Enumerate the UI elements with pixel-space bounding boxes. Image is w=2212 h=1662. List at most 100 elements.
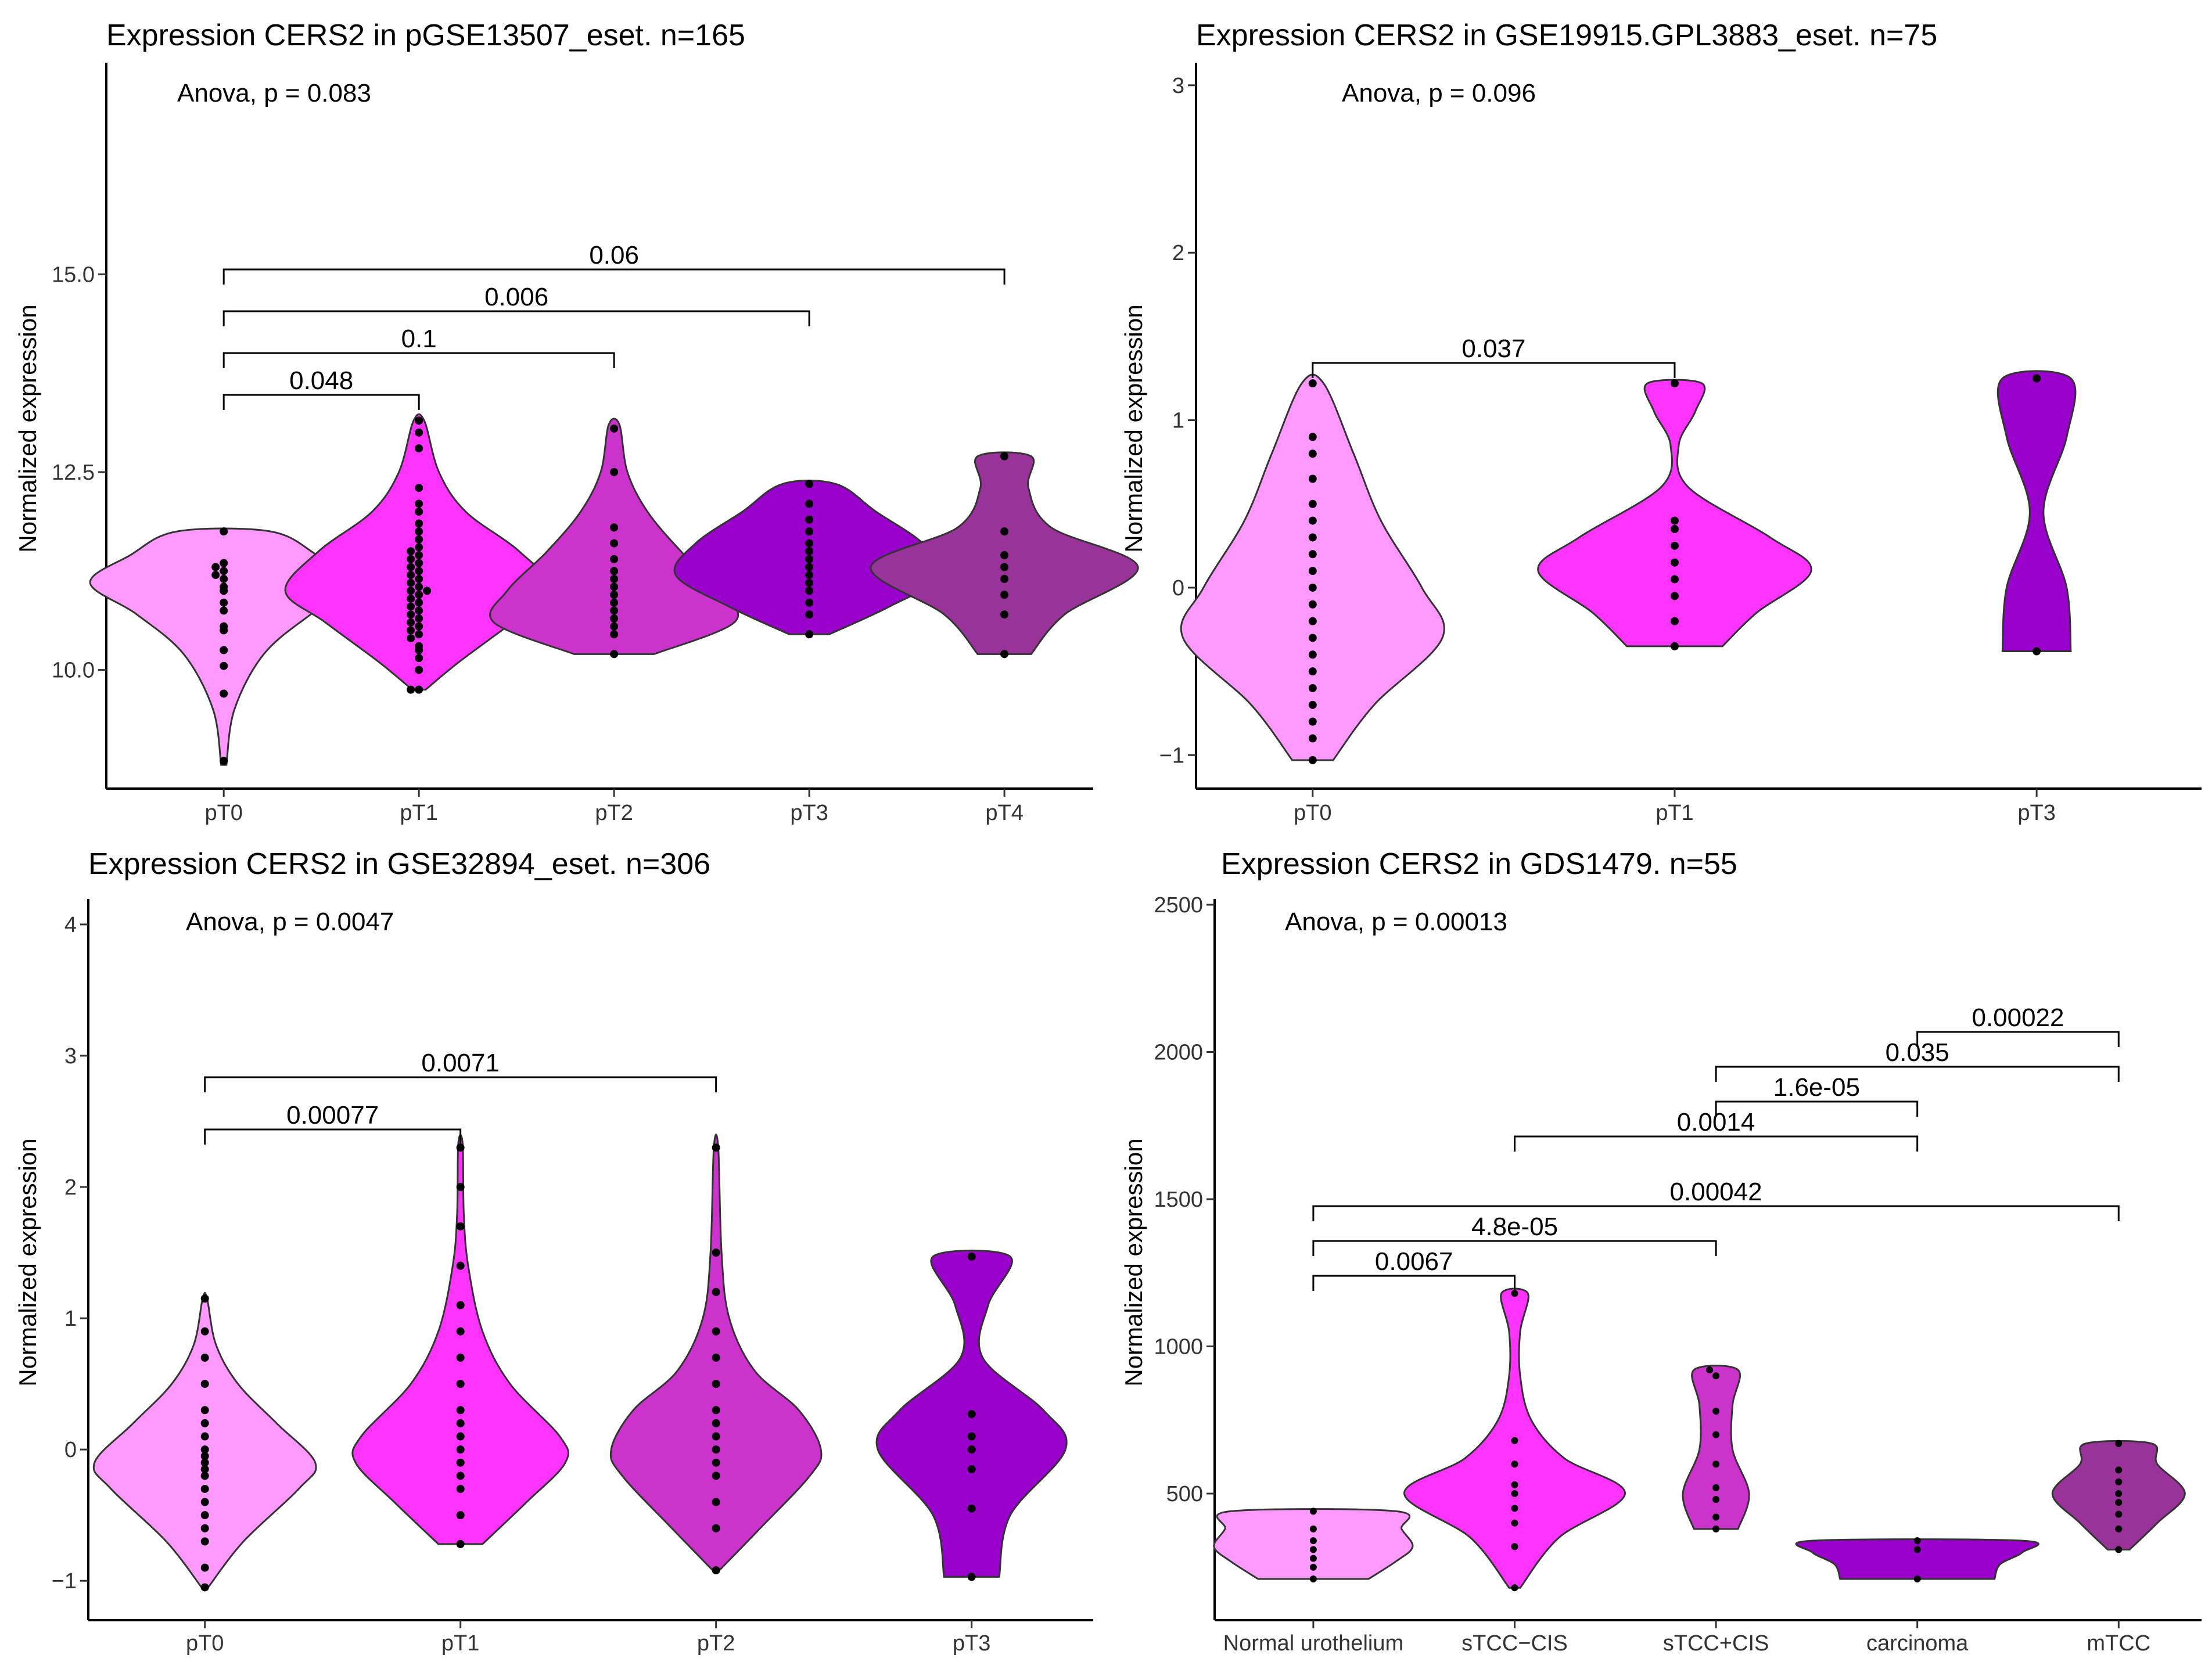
y-tick-label: 500 bbox=[1166, 1482, 1203, 1506]
anova-annotation: Anova, p = 0.00013 bbox=[1285, 908, 1507, 936]
comparison-p-label: 0.00077 bbox=[286, 1101, 379, 1129]
data-point bbox=[2033, 374, 2041, 383]
x-tick-label: sTCC+CIS bbox=[1663, 1631, 1769, 1656]
data-point bbox=[407, 587, 415, 595]
comparison-bracket bbox=[1312, 1205, 2120, 1221]
data-point bbox=[1511, 1490, 1518, 1497]
data-point bbox=[2115, 1546, 2123, 1553]
x-tick-label: pT4 bbox=[985, 801, 1023, 825]
data-point bbox=[610, 523, 619, 532]
data-point bbox=[1308, 533, 1317, 542]
data-point bbox=[220, 606, 228, 615]
x-tick-label: sTCC−CIS bbox=[1462, 1631, 1568, 1656]
data-point bbox=[610, 622, 619, 631]
data-point bbox=[1308, 700, 1317, 709]
x-tick-label: pT0 bbox=[1294, 801, 1331, 825]
data-point bbox=[407, 610, 415, 619]
data-point bbox=[1511, 1437, 1518, 1444]
data-point bbox=[1712, 1408, 1720, 1415]
data-point bbox=[456, 1445, 465, 1454]
data-point bbox=[805, 499, 814, 508]
data-point bbox=[200, 1452, 209, 1460]
data-point bbox=[2033, 647, 2041, 656]
data-point bbox=[610, 555, 619, 563]
comparison-bracket bbox=[1312, 362, 1676, 378]
data-point bbox=[415, 665, 423, 674]
data-point bbox=[423, 587, 432, 595]
chart-title: Expression CERS2 in pGSE13507_eset. n=16… bbox=[106, 19, 745, 52]
data-point bbox=[415, 519, 423, 528]
data-point bbox=[1670, 558, 1679, 567]
comparison-p-label: 0.00042 bbox=[1670, 1178, 1762, 1206]
data-point bbox=[456, 1472, 465, 1480]
data-point bbox=[610, 591, 619, 599]
data-point bbox=[610, 425, 619, 433]
comparison-p-label: 0.06 bbox=[589, 241, 639, 269]
data-point bbox=[220, 757, 228, 765]
chart-title: Expression CERS2 in GSE32894_eset. n=306 bbox=[88, 847, 710, 881]
x-tick-label: pT1 bbox=[1656, 801, 1693, 825]
x-tick-label: pT1 bbox=[441, 1631, 479, 1656]
data-point bbox=[2115, 1490, 2123, 1497]
data-point bbox=[415, 428, 423, 437]
data-point bbox=[220, 527, 228, 536]
data-point bbox=[610, 582, 619, 591]
data-point bbox=[220, 582, 228, 591]
data-point bbox=[1308, 379, 1317, 388]
data-point bbox=[415, 606, 423, 615]
data-point bbox=[415, 582, 423, 591]
data-point bbox=[712, 1287, 720, 1296]
comparison-bracket bbox=[1715, 1100, 1919, 1117]
comparison-bracket bbox=[1312, 1240, 1717, 1256]
comparison-bracket bbox=[204, 1128, 462, 1145]
data-point bbox=[1670, 541, 1679, 550]
data-point bbox=[1670, 525, 1679, 534]
data-point bbox=[712, 1566, 720, 1575]
data-point bbox=[407, 685, 415, 694]
data-point bbox=[200, 1458, 209, 1467]
data-point bbox=[1308, 449, 1317, 458]
data-point bbox=[712, 1143, 720, 1152]
violin-pt1 bbox=[351, 1134, 570, 1545]
data-point bbox=[712, 1380, 720, 1388]
data-point bbox=[415, 551, 423, 560]
comparison-bracket bbox=[1514, 1135, 1919, 1152]
data-point bbox=[2115, 1440, 2123, 1447]
data-point bbox=[712, 1406, 720, 1415]
data-point bbox=[211, 571, 220, 580]
data-point bbox=[1670, 617, 1679, 625]
comparison-p-label: 1.6e-05 bbox=[1773, 1073, 1860, 1102]
data-point bbox=[967, 1252, 976, 1261]
comparison-bracket bbox=[222, 310, 810, 326]
data-point bbox=[456, 1484, 465, 1493]
data-point bbox=[805, 598, 814, 607]
data-point bbox=[407, 563, 415, 571]
x-tick-label: pT1 bbox=[400, 801, 437, 825]
data-point bbox=[456, 1183, 465, 1192]
comparison-p-label: 0.037 bbox=[1462, 334, 1525, 363]
data-point bbox=[1308, 717, 1317, 726]
data-point bbox=[200, 1327, 209, 1336]
data-point bbox=[1308, 433, 1317, 441]
data-point bbox=[1670, 592, 1679, 600]
y-tick-label: 4 bbox=[64, 913, 77, 937]
data-point bbox=[220, 567, 228, 575]
data-point bbox=[1308, 516, 1317, 525]
data-point bbox=[200, 1563, 209, 1572]
chart-panel-2: Expression CERS2 in GSE19915.GPL3883_ese… bbox=[1120, 19, 2202, 825]
data-point bbox=[1712, 1513, 1720, 1521]
x-tick-label: pT3 bbox=[953, 1631, 990, 1656]
data-point bbox=[220, 646, 228, 654]
chart-panel-1: Expression CERS2 in pGSE13507_eset. n=16… bbox=[14, 19, 1139, 825]
data-point bbox=[200, 1294, 209, 1303]
data-point bbox=[712, 1327, 720, 1336]
y-tick-label: −1 bbox=[52, 1569, 77, 1593]
data-point bbox=[415, 591, 423, 599]
data-point bbox=[407, 571, 415, 580]
comparison-bracket bbox=[222, 268, 1006, 285]
data-point bbox=[1913, 1546, 1921, 1553]
data-point bbox=[712, 1472, 720, 1480]
data-point bbox=[610, 539, 619, 548]
data-point bbox=[1309, 1563, 1317, 1571]
